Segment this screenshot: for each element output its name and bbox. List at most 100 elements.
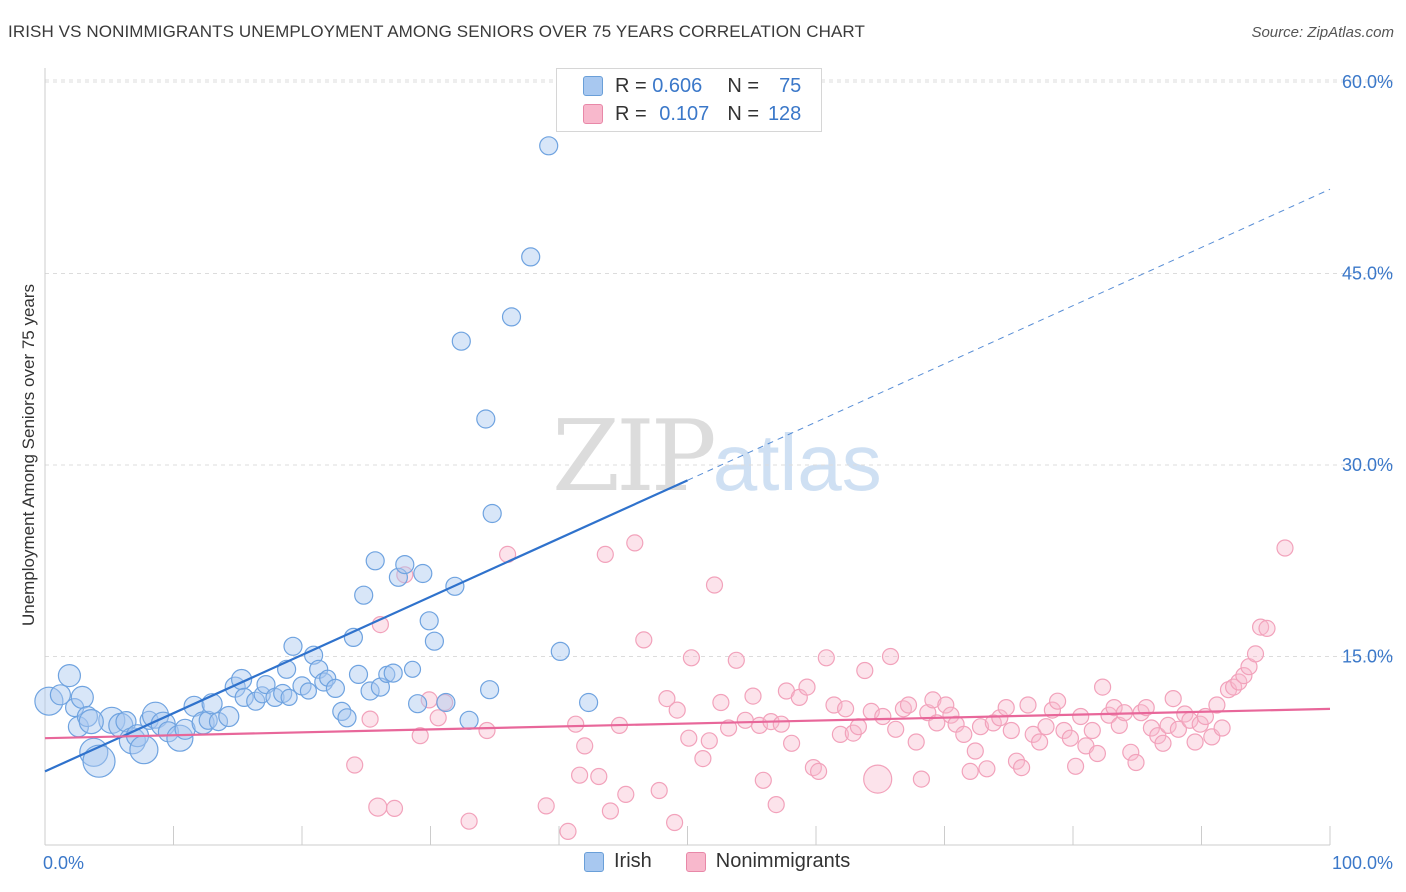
legend-label-irish: Irish — [614, 850, 652, 872]
nonimmigrants-point — [1154, 734, 1172, 752]
nonimmigrants-point — [937, 696, 955, 714]
nonimmigrants-point — [1169, 720, 1188, 738]
nonimmigrants-point — [856, 661, 874, 680]
nonimmigrants-point — [971, 718, 990, 736]
legend-nonimmigrants-n: 128 — [767, 102, 802, 125]
nonimmigrants-point — [460, 812, 478, 830]
irish-trend-line — [44, 479, 688, 773]
legend-irish-r: 0.606 — [652, 74, 703, 97]
irish-point — [476, 409, 496, 429]
nonimmigrants-point — [1105, 698, 1123, 717]
irish-point — [365, 551, 385, 571]
irish-point — [360, 681, 380, 701]
irish-point — [501, 307, 522, 327]
irish-point — [419, 611, 439, 631]
irish-point — [348, 664, 369, 685]
chart-title: IRISH VS NONIMMIGRANTS UNEMPLOYMENT AMON… — [8, 22, 865, 41]
irish-point — [521, 247, 541, 267]
nonimmigrants-point — [705, 576, 724, 594]
nonimmigrants-point — [744, 687, 762, 705]
irish-point — [436, 692, 456, 713]
nonimmigrants-point — [1186, 733, 1204, 751]
nonimmigrants-point — [429, 709, 447, 727]
nonimmigrants-point — [665, 813, 684, 832]
nonimmigrants-point — [1159, 716, 1177, 735]
nonimmigrants-point — [782, 734, 801, 752]
nonimmigrants-point — [1213, 719, 1231, 737]
legend-r-label: R = — [615, 102, 647, 125]
nonimmigrants-point — [1127, 753, 1145, 772]
nonimmigrants-point — [849, 718, 868, 736]
nonimmigrants-point — [668, 701, 686, 719]
irish-point — [459, 710, 479, 730]
irish-point — [332, 701, 352, 722]
nonimmigrants-point — [700, 732, 718, 750]
nonimmigrants-point — [997, 698, 1015, 717]
irish-point — [383, 663, 403, 683]
nonimmigrants-point — [570, 766, 589, 784]
irish-point — [319, 669, 337, 687]
irish-point — [424, 631, 444, 651]
legend-item-nonimmigrants[interactable]: Nonimmigrants — [685, 850, 851, 873]
irish-point — [482, 503, 502, 524]
legend-swatch-nonimmigrants — [583, 104, 603, 124]
nonimmigrants-point — [1164, 689, 1182, 708]
nonimmigrants-point — [727, 651, 745, 669]
nonimmigrants-point — [1276, 539, 1294, 557]
nonimmigrants-point — [978, 760, 996, 778]
nonimmigrants-point — [626, 534, 644, 552]
nonimmigrants-point — [1224, 678, 1243, 696]
irish-point — [198, 710, 218, 730]
nonimmigrants-point — [617, 785, 635, 804]
nonimmigrants-point — [955, 725, 973, 744]
nonimmigrants-point — [346, 756, 364, 774]
nonimmigrants-point — [658, 689, 676, 708]
irish-point — [403, 660, 422, 678]
nonimmigrants-point — [411, 727, 429, 745]
legend-swatch-irish — [584, 851, 604, 872]
y-tick-label: 15.0% — [1342, 647, 1393, 667]
x-tick-label: 0.0% — [43, 853, 84, 873]
nonimmigrants-point — [1037, 718, 1055, 736]
nonimmigrants-point — [590, 767, 608, 786]
legend-n-label: N = — [727, 74, 760, 97]
nonimmigrants-point — [1235, 666, 1253, 685]
nonimmigrants-point — [887, 720, 905, 738]
nonimmigrants-point — [899, 696, 918, 714]
nonimmigrants-point — [1072, 707, 1090, 726]
nonimmigrants-point — [1137, 698, 1155, 717]
nonimmigrants-point — [1061, 729, 1080, 747]
nonimmigrants-point — [1066, 757, 1085, 775]
irish-point — [70, 685, 94, 710]
y-tick-label: 30.0% — [1342, 455, 1393, 475]
nonimmigrants-point — [907, 733, 925, 751]
nonimmigrants-point — [1019, 696, 1037, 714]
nonimmigrants-point — [1093, 678, 1112, 696]
legend-label-nonimmigrants: Nonimmigrants — [715, 850, 851, 872]
nonimmigrants-trend-line — [44, 707, 1331, 740]
nonimmigrants-point — [966, 742, 984, 760]
legend-n-label: N = — [727, 102, 760, 125]
nonimmigrants-point — [1122, 743, 1140, 761]
nonimmigrants-point — [559, 822, 577, 841]
irish-point — [539, 136, 559, 156]
nonimmigrants-point — [772, 715, 790, 733]
irish-point — [413, 563, 433, 584]
nonimmigrants-point — [961, 762, 979, 781]
nonimmigrants-point — [1030, 733, 1049, 751]
legend-item-irish[interactable]: Irish — [584, 850, 652, 873]
irish-point — [578, 692, 599, 713]
legend-row-irish: R = 0.606 N = 75 — [583, 73, 810, 99]
nonimmigrants-point — [1246, 645, 1265, 663]
nonimmigrants-point — [719, 719, 738, 737]
nonimmigrants-point — [1258, 619, 1276, 638]
nonimmigrants-point — [680, 729, 698, 747]
nonimmigrants-point — [601, 802, 620, 820]
irish-point — [57, 663, 82, 688]
correlation-legend: R = 0.606 N = 75 R = 0.107 N = 128 — [556, 68, 822, 132]
nonimmigrants-point — [682, 649, 701, 667]
irish-point — [208, 711, 229, 732]
irish-point — [309, 659, 329, 679]
legend-r-label: R = — [615, 74, 647, 97]
